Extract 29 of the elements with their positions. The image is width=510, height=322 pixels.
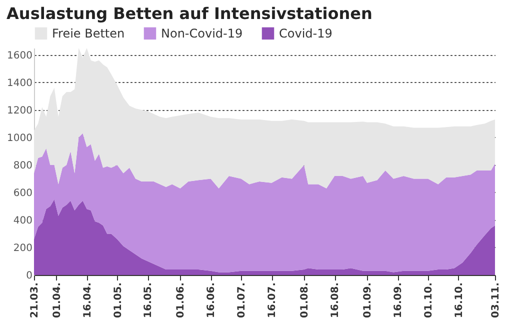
x-tick-label: 01.07. <box>236 282 248 318</box>
y-tick-label: 800 <box>13 160 32 172</box>
x-tick-label: 01.09. <box>362 282 374 318</box>
chart-title: Auslastung Betten auf Intensivstationen <box>6 4 372 23</box>
x-tick-label: 16.05. <box>143 282 154 318</box>
x-tick-label: 03.11. <box>490 282 502 318</box>
y-tick-label: 0 <box>26 270 32 282</box>
x-tick-label: 16.06. <box>206 282 218 318</box>
x-tick-label: 21.03. <box>30 282 40 318</box>
x-tick-label: 01.04. <box>52 282 63 318</box>
legend-label: Non-Covid-19 <box>161 26 243 40</box>
y-tick-label: 1200 <box>7 105 32 116</box>
y-tick-label: 1600 <box>7 50 32 62</box>
x-tick-label: 01.08. <box>300 282 311 318</box>
y-tick-label: 200 <box>13 242 32 254</box>
y-tick-label: 600 <box>13 188 32 199</box>
y-tick-label: 1000 <box>7 132 32 144</box>
x-tick-label: 16.09. <box>393 282 404 318</box>
y-tick-label: 400 <box>13 215 32 226</box>
legend-label: Freie Betten <box>52 26 125 40</box>
x-tick-label: 16.04. <box>82 282 94 318</box>
x-tick-label: 16.10. <box>454 282 465 318</box>
legend-label: Covid-19 <box>279 26 332 40</box>
y-tick-label: 1400 <box>7 78 32 89</box>
x-tick-label: 16.07. <box>267 282 278 318</box>
x-tick-label: 01.06. <box>176 282 187 318</box>
x-tick-label: 01.10. <box>423 282 434 318</box>
x-tick-label: 01.05. <box>112 282 124 318</box>
x-tick-label: 16.08. <box>330 282 342 318</box>
